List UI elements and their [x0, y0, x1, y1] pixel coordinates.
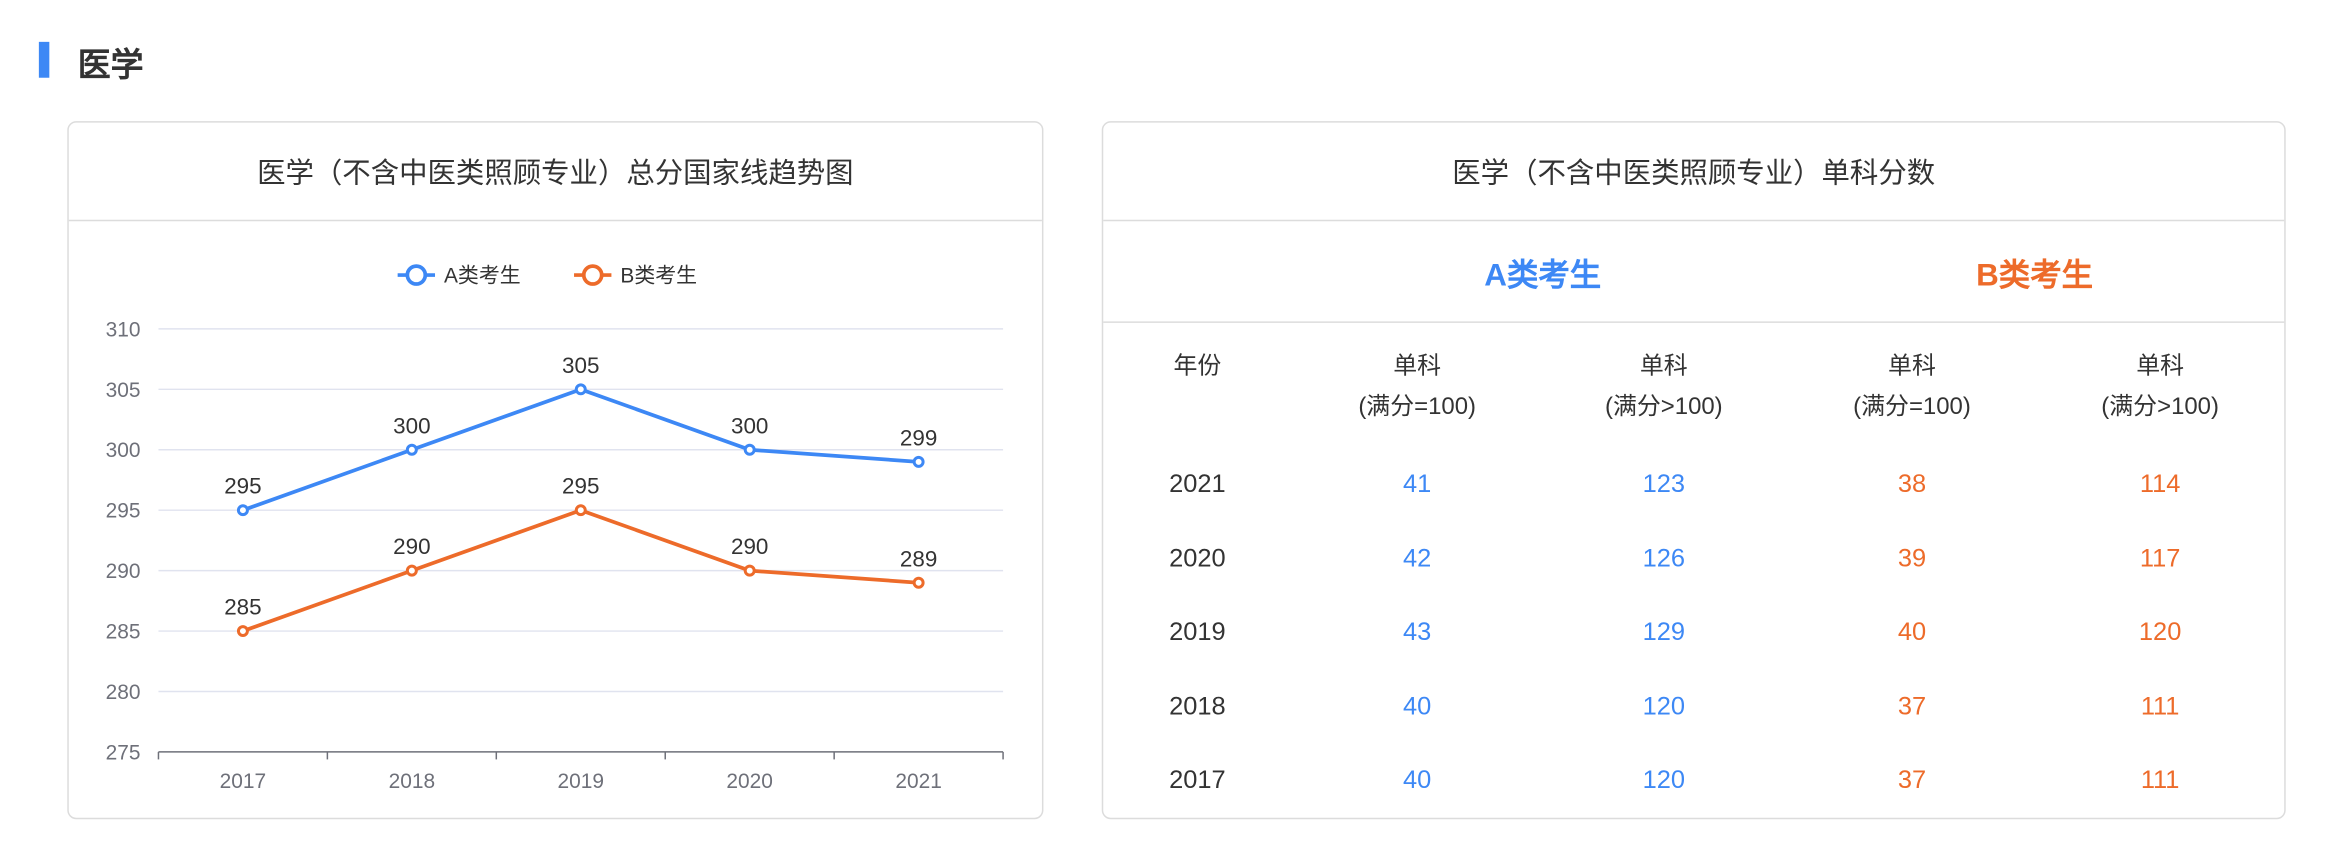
table-card-title: 医学（不含中医类照顾专业）单科分数 — [1103, 123, 2285, 222]
score-cell: 37 — [1897, 691, 1927, 720]
year-cell: 2021 — [1169, 469, 1226, 498]
score-cell: 117 — [2139, 543, 2181, 572]
y-tick-label: 275 — [106, 741, 141, 764]
column-header-line1: 单科 — [1888, 354, 1936, 380]
column-header-line1: 单科 — [1639, 354, 1688, 380]
section-title: 医学 — [77, 46, 144, 84]
column-header-line2: (满分>100) — [2101, 394, 2219, 421]
line-chart: 275 280 285 290 295 300 305 310 2017 2018 2019 2020… — [106, 264, 1004, 793]
data-label: 289 — [900, 546, 937, 571]
data-label: 305 — [562, 353, 599, 378]
score-cell: 37 — [1897, 765, 1927, 794]
year-cell: 2018 — [1169, 691, 1226, 720]
score-cell: 120 — [2138, 617, 2182, 646]
score-cell: 120 — [1642, 765, 1686, 794]
score-cell: 123 — [1642, 469, 1686, 498]
y-tick-label: 305 — [106, 379, 141, 402]
data-point — [743, 443, 756, 456]
score-cell: 40 — [1403, 765, 1432, 794]
legend-label: B类考生 — [620, 265, 697, 288]
column-header-line2: (满分=100) — [1358, 394, 1476, 421]
subject-scores-card: 医学（不含中医类照顾专业）单科分数 A类考生 B类考生 年份 单科 (满分=100)… — [1101, 121, 2286, 820]
data-point — [574, 504, 587, 517]
column-header: 年份 — [1173, 347, 1221, 387]
data-label: 285 — [224, 595, 261, 620]
score-cell: 129 — [1642, 617, 1686, 646]
column-header: 单科 (满分>100) — [2101, 347, 2219, 428]
year-cell: 2020 — [1169, 543, 1226, 572]
data-label: 290 — [731, 534, 768, 559]
score-cell: 120 — [1642, 691, 1686, 720]
column-header-line2: (满分=100) — [1853, 394, 1971, 421]
chart-card-title: 医学（不含中医类照顾专业）总分国家线趋势图 — [68, 123, 1042, 222]
score-cell: 111 — [2140, 691, 2180, 720]
score-cell: 111 — [2140, 765, 2180, 794]
score-cell: 38 — [1897, 469, 1927, 498]
group-header-row: A类考生 B类考生 — [1103, 221, 2285, 323]
score-cell: 40 — [1897, 617, 1927, 646]
data-point — [236, 625, 249, 638]
x-tick-label: 2017 — [220, 770, 267, 793]
score-cell: 126 — [1642, 543, 1686, 572]
data-point — [236, 504, 249, 517]
group-b-label: B类考生 — [1976, 258, 2093, 294]
column-header: 单科 (满分>100) — [1605, 347, 1723, 428]
section-accent-bar — [38, 41, 50, 78]
column-header-line1: 单科 — [1393, 354, 1442, 380]
data-label: 295 — [224, 474, 261, 499]
score-cell: 41 — [1403, 469, 1432, 498]
y-tick-label: 300 — [106, 439, 141, 462]
score-cell: 114 — [2139, 469, 2181, 498]
data-point — [912, 455, 925, 468]
column-header: 单科 (满分=100) — [1853, 347, 1971, 428]
year-cell: 2017 — [1169, 765, 1226, 794]
column-header-line1: 单科 — [2136, 354, 2185, 380]
score-cell: 39 — [1897, 543, 1927, 572]
data-point — [405, 443, 418, 456]
data-label: 300 — [731, 413, 768, 438]
y-tick-label: 280 — [106, 681, 141, 704]
data-point — [912, 576, 925, 589]
data-point — [743, 564, 756, 577]
score-cell: 42 — [1403, 543, 1432, 572]
data-label: 295 — [562, 474, 599, 499]
score-cell: 43 — [1403, 617, 1432, 646]
data-label: 290 — [393, 534, 430, 559]
score-cell: 40 — [1403, 691, 1432, 720]
column-header-line1: 年份 — [1173, 354, 1222, 380]
x-tick-label: 2018 — [389, 770, 436, 793]
column-header: 单科 (满分=100) — [1358, 347, 1476, 428]
y-tick-label: 285 — [106, 621, 141, 644]
trend-chart-card: 医学（不含中医类照顾专业）总分国家线趋势图 275 280 285 290 295 300… — [67, 121, 1044, 820]
y-tick-label: 295 — [106, 500, 141, 523]
data-label: 299 — [900, 425, 937, 450]
data-point — [574, 383, 587, 396]
x-tick-label: 2021 — [895, 770, 942, 793]
year-cell: 2019 — [1169, 617, 1226, 646]
y-tick-label: 310 — [106, 318, 141, 341]
legend-label: A类考生 — [444, 265, 521, 288]
data-point — [405, 564, 418, 577]
column-header-line2: (满分>100) — [1604, 394, 1723, 421]
x-tick-label: 2020 — [726, 770, 773, 793]
legend-marker-icon — [405, 264, 428, 286]
data-label: 300 — [393, 413, 430, 438]
group-a-label: A类考生 — [1484, 258, 1602, 294]
legend-marker-icon — [581, 264, 604, 286]
y-tick-label: 290 — [106, 560, 141, 583]
x-tick-label: 2019 — [558, 770, 605, 793]
